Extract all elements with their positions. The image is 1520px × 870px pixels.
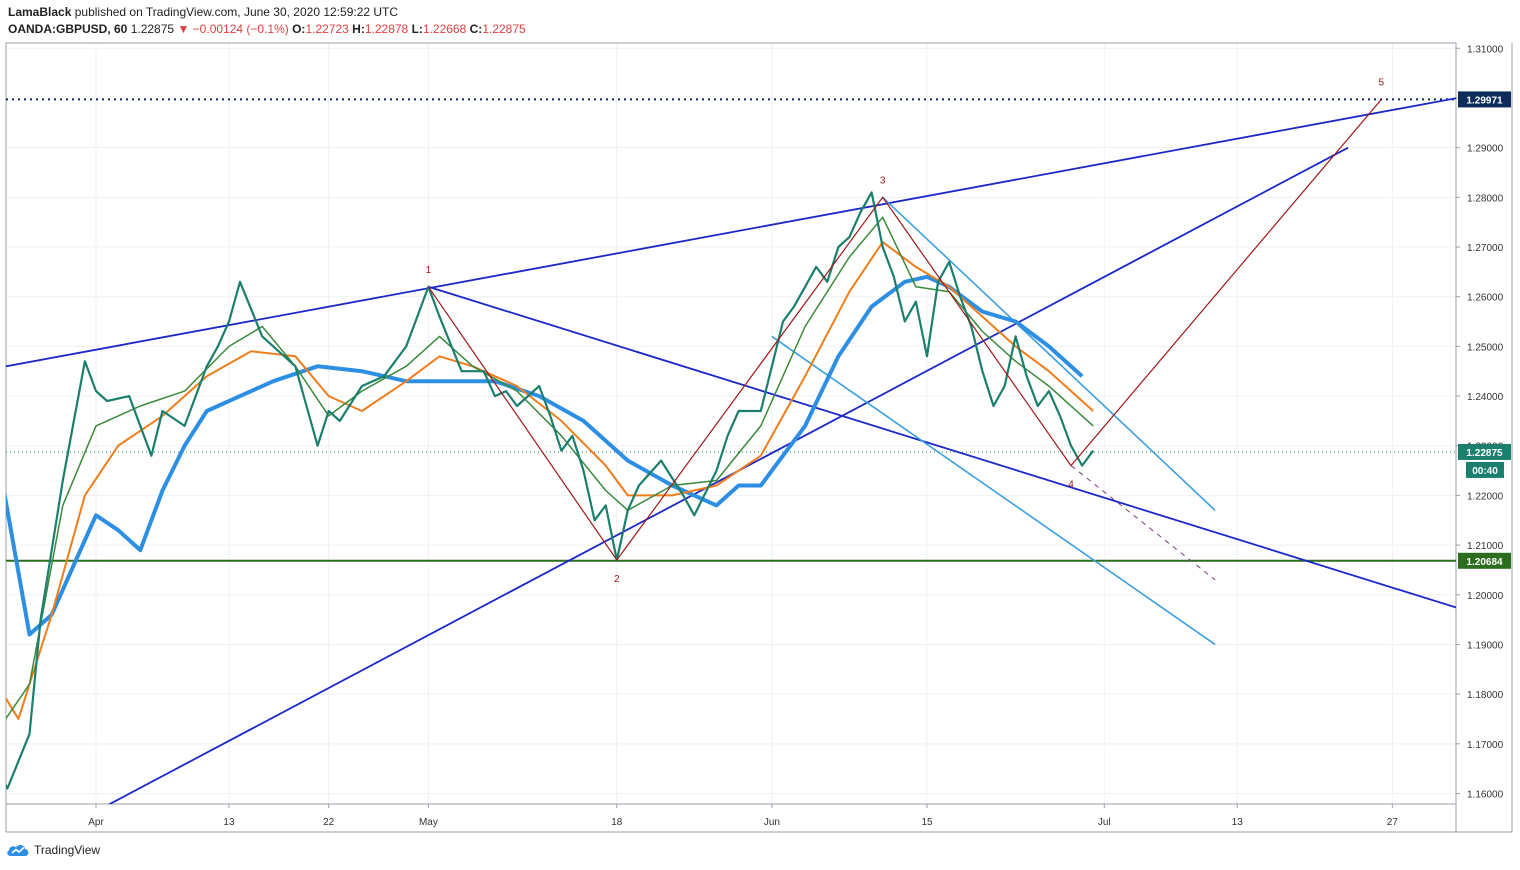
publish-info: LamaBlack published on TradingView.com, … [8, 5, 398, 19]
y-tick-label: 1.19000 [1467, 640, 1504, 651]
badge-target-level: 1.29971 [1466, 95, 1503, 106]
x-tick-label: 15 [921, 817, 933, 828]
low-value: 1.22668 [422, 22, 467, 36]
high-label: H: [352, 22, 365, 36]
y-tick-label: 1.17000 [1467, 740, 1504, 751]
x-tick-label: 27 [1387, 817, 1399, 828]
trendline-lower-support [107, 146, 1349, 804]
x-axis: Apr 13 22 May 18 Jun 15 Jul 13 27 [88, 804, 1398, 828]
y-tick-label: 1.22000 [1467, 491, 1504, 502]
open-value: 1.22723 [305, 22, 349, 36]
price-badges: 1.29971 1.20684 1.22875 00:40 [1458, 91, 1511, 569]
x-tick-label: Jul [1098, 817, 1111, 828]
y-tick-label: 1.18000 [1467, 690, 1504, 701]
elliott-wave-line [427, 99, 1382, 562]
countdown-badge-bg [1466, 461, 1504, 478]
x-tick-label: 18 [611, 817, 623, 828]
price-line [6, 191, 1095, 790]
countdown-badge: 00:40 [1472, 466, 1498, 477]
y-tick-label: 1.29000 [1467, 144, 1504, 155]
y-tick-label: 1.27000 [1467, 243, 1504, 254]
badge-support-level: 1.20684 [1466, 557, 1503, 568]
x-tick-label: 13 [223, 817, 235, 828]
y-tick-label: 1.28000 [1467, 193, 1504, 204]
ema-slow-line [6, 274, 1084, 637]
y-tick-label: 1.20000 [1467, 591, 1504, 602]
y-tick-label: 1.16000 [1467, 790, 1504, 801]
plot-area: 123456 [6, 77, 1456, 804]
wave-label-4: 4 [1068, 480, 1074, 491]
y-tick-label: 1.25000 [1467, 342, 1504, 353]
trendline-descending-trendline [428, 285, 1456, 609]
y-tick-label: 1.21000 [1467, 541, 1504, 552]
wave-label-5: 5 [1378, 77, 1384, 88]
badge-support-level-bg [1458, 552, 1511, 569]
y-tick-label: 1.26000 [1467, 293, 1504, 304]
y-tick-label: 1.31000 [1467, 44, 1504, 55]
current-price: 1.22875 [130, 22, 175, 36]
wave-label-2: 2 [614, 574, 620, 585]
down-arrow-icon: ▼ [177, 22, 190, 36]
badge-target-level-bg [1458, 91, 1511, 108]
trendline-channel-lower [771, 335, 1216, 646]
high-value: 1.22878 [364, 22, 409, 36]
tradingview-cloud-icon [7, 844, 29, 856]
close-value: 1.22875 [482, 22, 526, 36]
badge-last-price-bg [1458, 443, 1511, 460]
badge-last-price: 1.22875 [1466, 448, 1503, 459]
plot-frame [5, 42, 1457, 805]
x-tick-label: 22 [323, 817, 335, 828]
x-tick-label: Jun [764, 817, 780, 828]
y-axis: 1.310001.300001.290001.280001.270001.260… [1456, 44, 1504, 801]
x-tick-label: 13 [1232, 817, 1244, 828]
symbol-name: OANDA:GBPUSD, 60 [8, 22, 128, 36]
wave-projection-line [1070, 465, 1216, 581]
price-change: −0.00124 (−0.1%) [192, 22, 289, 36]
published-text: published on TradingView.com, June 30, 2… [74, 5, 399, 19]
open-label: O: [292, 22, 306, 36]
tradingview-logo[interactable]: TradingView [6, 843, 100, 857]
x-tick-label: Apr [88, 817, 104, 828]
low-label: L: [411, 22, 423, 36]
symbol-info: OANDA:GBPUSD, 60 1.22875 ▼ −0.00124 (−0.… [8, 22, 526, 36]
ema-mid-line [6, 241, 1094, 720]
close-label: C: [469, 22, 483, 36]
wave-label-1: 1 [426, 265, 432, 276]
trendline-upper-resistance [6, 97, 1456, 368]
ema-fast-line [6, 216, 1094, 720]
logo-text: TradingView [34, 843, 101, 857]
author-name[interactable]: LamaBlack [8, 5, 72, 19]
x-tick-label: May [419, 817, 438, 828]
wave-label-3: 3 [880, 175, 886, 186]
chart-grid [6, 43, 1456, 804]
y-tick-label: 1.24000 [1467, 392, 1504, 403]
trendline-channel-upper [882, 196, 1216, 511]
